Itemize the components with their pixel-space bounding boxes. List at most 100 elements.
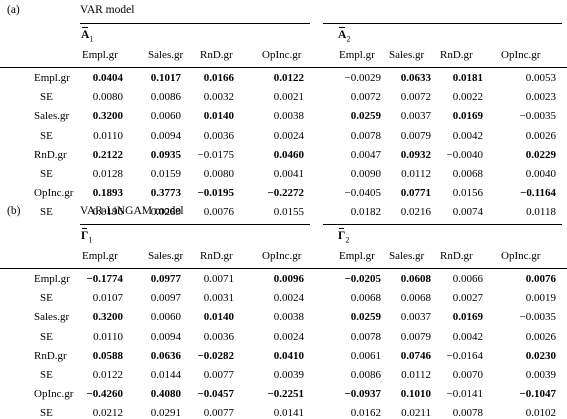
table-cell: −0.0141 [446, 388, 483, 401]
panel-title: VAR-LiNGAM model [80, 205, 184, 217]
table-cell: 0.1017 [150, 72, 181, 84]
table-cell: 0.0080 [203, 168, 234, 180]
table-cell: 0.0107 [92, 292, 123, 305]
table-cell: 0.0166 [203, 72, 234, 84]
table-cell: 0.0032 [203, 91, 234, 104]
table-cell: 0.0023 [525, 91, 556, 104]
table-cell: 0.0289 [150, 206, 181, 219]
table-cell: 0.3773 [150, 187, 181, 200]
table-cell: 0.0094 [150, 330, 181, 343]
table-cell: 0.0162 [350, 407, 381, 419]
se-row-label: SE [40, 91, 53, 104]
table-cell: 0.0291 [150, 407, 181, 419]
matrix-header: A1 [81, 27, 94, 44]
table-cell: 0.0633 [400, 72, 431, 84]
table-cell: 0.0047 [350, 148, 381, 161]
table-cell: 0.0072 [350, 91, 381, 104]
table-cell: −0.0035 [519, 110, 556, 123]
table-cell: 0.0039 [273, 369, 304, 381]
table-cell: 0.0042 [452, 330, 483, 343]
matrix-symbol: A [81, 27, 90, 41]
panel-a: (a) VAR model A1 A2 Empl.gr Sales.gr RnD.gr OpI… [0, 0, 567, 218]
table-cell: 0.0102 [525, 407, 556, 419]
column-header: RnD.gr [200, 250, 233, 262]
table-cell: 0.0041 [273, 168, 304, 180]
column-header: Empl.gr [82, 49, 118, 61]
table-cell: 0.0078 [452, 407, 483, 419]
column-header: Empl.gr [82, 250, 118, 262]
table-cell: 0.0040 [525, 168, 556, 180]
table-cell: 0.0019 [525, 292, 556, 305]
table-cell: 0.0460 [273, 148, 304, 161]
table-cell: 0.0144 [150, 369, 181, 381]
column-header: OpInc.gr [262, 49, 302, 61]
table-cell: 0.0078 [350, 129, 381, 142]
row-label: RnD.gr [34, 148, 67, 161]
table-cell: 0.0932 [400, 148, 431, 161]
table-cell: 0.0079 [400, 129, 431, 142]
table-cell: 0.0031 [203, 292, 234, 305]
table-cell: −0.1164 [520, 187, 556, 200]
table-cell: 0.0036 [203, 330, 234, 343]
table-cell: 0.0140 [203, 311, 234, 324]
matrix-subscript: 1 [88, 235, 93, 245]
row-label: Sales.gr [34, 110, 70, 123]
table-cell: −0.0937 [344, 388, 381, 401]
table-cell: −0.1774 [86, 273, 123, 285]
row-label: RnD.gr [34, 349, 67, 362]
table-cell: −0.4260 [86, 388, 123, 401]
se-row-label: SE [40, 407, 53, 419]
table-cell: 0.0060 [150, 110, 181, 123]
se-row-label: SE [40, 292, 53, 305]
table-cell: 0.0024 [273, 129, 304, 142]
table-cell: 0.0410 [273, 349, 304, 362]
matrix-subscript: 1 [89, 34, 94, 44]
table-cell: 0.0024 [273, 330, 304, 343]
table-cell: 0.0037 [400, 110, 431, 123]
table-cell: 0.0026 [525, 129, 556, 142]
table-cell: 0.0141 [273, 407, 304, 419]
table-cell: 0.0128 [92, 168, 123, 180]
table-cell: 0.0068 [400, 292, 431, 305]
top-rule [80, 23, 310, 24]
column-header: OpInc.gr [501, 250, 541, 262]
matrix-header: Γ1 [81, 228, 93, 245]
table-cell: −0.0457 [197, 388, 234, 401]
column-header: Sales.gr [389, 250, 425, 262]
table-cell: 0.0039 [525, 369, 556, 381]
table-cell: 0.0027 [452, 292, 483, 305]
table-cell: 0.0086 [350, 369, 381, 381]
table-cell: 0.0155 [273, 206, 304, 219]
table-cell: 0.0026 [525, 330, 556, 343]
table-cell: 0.2122 [92, 148, 123, 161]
table-cell: 0.0169 [452, 110, 483, 123]
column-header: RnD.gr [440, 250, 473, 262]
se-row-label: SE [40, 330, 53, 343]
se-row-label: SE [40, 369, 53, 381]
se-row-label: SE [40, 168, 53, 180]
table-cell: 0.0404 [92, 72, 123, 84]
table-cell: 0.0112 [401, 168, 431, 180]
table-cell: 0.0259 [350, 110, 381, 123]
panel-label: (b) [7, 205, 21, 217]
row-label: Empl.gr [34, 273, 70, 285]
table-cell: −0.0175 [197, 148, 234, 161]
table-cell: 0.0079 [400, 330, 431, 343]
column-header: Sales.gr [148, 49, 184, 61]
table-cell: −0.0164 [446, 349, 483, 362]
table-cell: −0.0405 [344, 187, 381, 200]
table-cell: 0.3200 [92, 311, 123, 324]
table-cell: 0.0771 [400, 187, 431, 200]
table-cell: 0.0977 [150, 273, 181, 285]
top-rule [323, 224, 562, 225]
row-label: OpInc.gr [34, 388, 74, 401]
matrix-header: Γ2 [338, 228, 349, 244]
table-cell: 0.0636 [150, 349, 181, 362]
table-cell: 0.0122 [92, 369, 123, 381]
table-cell: 0.0608 [400, 273, 431, 285]
row-label: Sales.gr [34, 311, 70, 324]
table-cell: 0.0229 [525, 148, 556, 161]
table-cell: −0.0035 [519, 311, 556, 324]
table-cell: 0.0216 [400, 206, 431, 219]
table-cell: −0.0205 [344, 273, 381, 285]
